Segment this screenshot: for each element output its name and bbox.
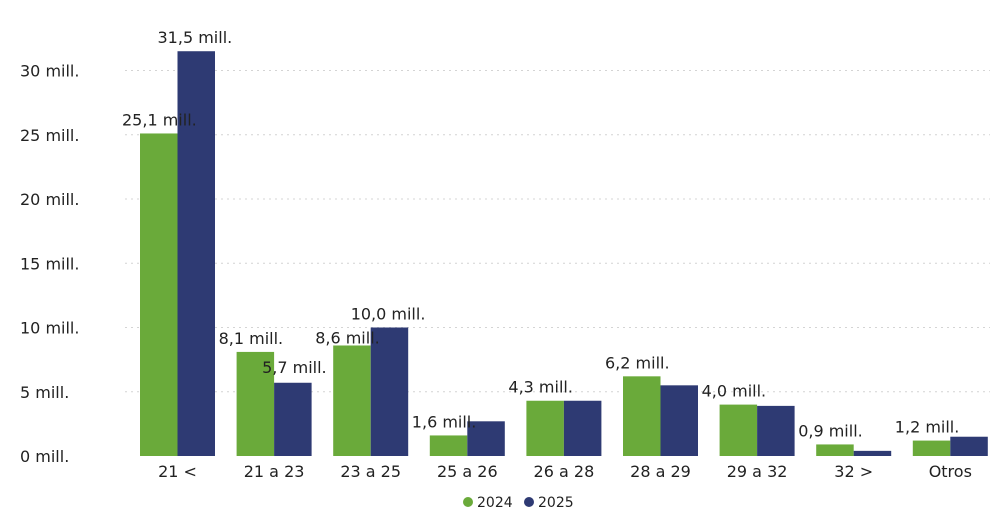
x-tick-label: 23 a 25 <box>340 462 401 481</box>
y-tick-label: 5 mill. <box>20 383 69 402</box>
bar-2024[interactable] <box>719 404 758 456</box>
x-tick-label: 28 a 29 <box>630 462 691 481</box>
x-tick-label: 21 a 23 <box>244 462 305 481</box>
data-label: 4,0 mill. <box>702 382 767 401</box>
data-label: 31,5 mill. <box>158 28 233 47</box>
bar-2025[interactable] <box>563 400 602 456</box>
legend[interactable]: 2024 2025 <box>463 495 574 511</box>
data-label: 4,3 mill. <box>508 378 573 397</box>
bar-2024[interactable] <box>526 400 564 456</box>
x-tick-label: 29 a 32 <box>727 462 788 481</box>
data-label: 10,0 mill. <box>351 305 426 324</box>
legend-item-2025[interactable]: 2025 <box>524 495 574 511</box>
x-tick-label: 21 < <box>158 462 197 481</box>
bar-2025[interactable] <box>370 327 409 457</box>
bar-2025[interactable] <box>757 405 795 456</box>
data-label: 5,7 mill. <box>262 358 327 377</box>
data-label: 8,1 mill. <box>219 329 284 348</box>
bar-2024[interactable] <box>333 345 371 456</box>
legend-label: 2024 <box>477 495 513 511</box>
bar-2024[interactable] <box>140 133 178 456</box>
bar-2025[interactable] <box>660 385 699 456</box>
x-tick-label: 26 a 28 <box>534 462 595 481</box>
bar-2024[interactable] <box>429 435 468 456</box>
bar-2024[interactable] <box>912 440 951 456</box>
bar-2025[interactable] <box>177 51 216 456</box>
bar-2024[interactable] <box>236 351 275 456</box>
data-label: 0,9 mill. <box>798 421 863 440</box>
bar-2024[interactable] <box>816 444 854 456</box>
data-label: 1,2 mill. <box>895 418 960 437</box>
x-tick-label: 32 > <box>834 462 873 481</box>
x-tick-label: 25 a 26 <box>437 462 498 481</box>
legend-marker <box>463 497 473 507</box>
x-axis: 21 < 21 a 23 23 a 25 25 a 26 26 a 28 28 a 29 2… <box>158 462 972 481</box>
legend-item-2024[interactable]: 2024 <box>463 495 513 511</box>
bar-2025[interactable] <box>274 382 312 456</box>
bars <box>140 51 988 456</box>
y-tick-label: 25 mill. <box>20 126 79 145</box>
y-axis: 0 mill. 5 mill. 10 mill. 15 mill. 20 mill. 25… <box>20 62 79 467</box>
bar-2025[interactable] <box>467 421 505 456</box>
data-label: 25,1 mill. <box>122 110 197 129</box>
bar-2024[interactable] <box>623 376 661 456</box>
legend-marker <box>524 497 534 507</box>
y-tick-label: 0 mill. <box>20 447 69 466</box>
x-tick-label: Otros <box>929 462 972 481</box>
y-tick-label: 10 mill. <box>20 319 79 338</box>
data-label: 8,6 mill. <box>315 328 380 347</box>
bar-2025[interactable] <box>853 450 892 456</box>
y-tick-label: 15 mill. <box>20 254 79 273</box>
data-label: 6,2 mill. <box>605 353 670 372</box>
data-label: 1,6 mill. <box>412 412 477 431</box>
y-tick-label: 30 mill. <box>20 62 79 81</box>
y-tick-label: 20 mill. <box>20 190 79 209</box>
data-labels: 25,1 mill. 31,5 mill. 8,1 mill. 5,7 mill. 8,… <box>122 28 959 440</box>
bar-2025[interactable] <box>950 436 988 456</box>
legend-label: 2025 <box>538 495 574 511</box>
grid-lines <box>125 70 990 393</box>
